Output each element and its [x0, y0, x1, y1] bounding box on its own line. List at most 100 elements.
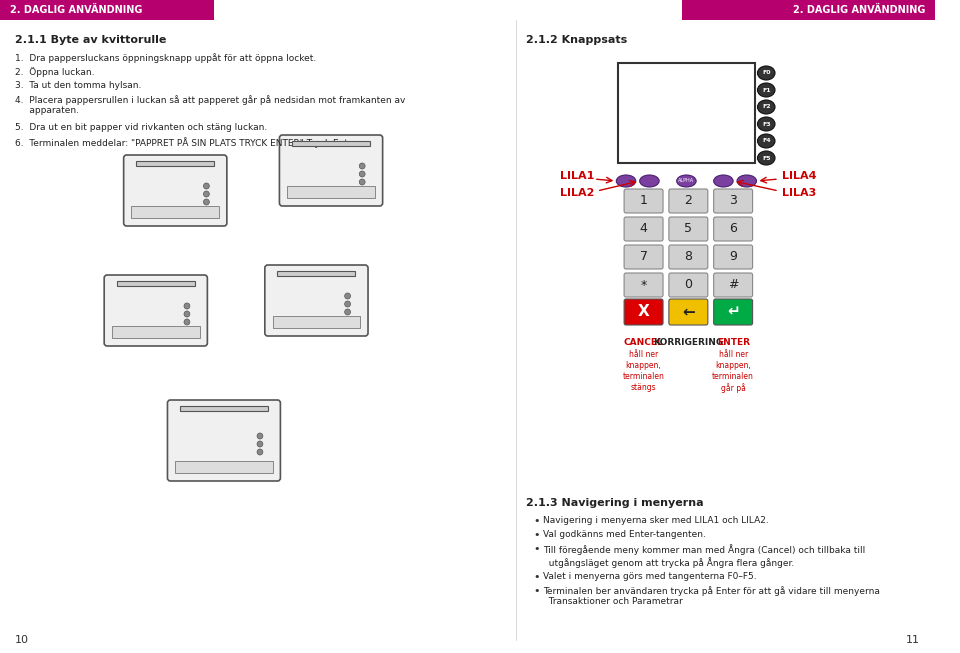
FancyBboxPatch shape	[669, 245, 708, 269]
Text: ↵: ↵	[727, 304, 739, 319]
Text: LILA3: LILA3	[781, 188, 816, 198]
Ellipse shape	[639, 175, 660, 187]
Text: 11: 11	[906, 635, 920, 645]
Text: LILA1: LILA1	[560, 171, 594, 181]
FancyBboxPatch shape	[105, 275, 207, 346]
Text: 5: 5	[684, 223, 692, 236]
Text: håll ner
knappen,
terminalen
stängs: håll ner knappen, terminalen stängs	[623, 350, 664, 392]
Text: F1: F1	[762, 88, 771, 93]
FancyBboxPatch shape	[669, 189, 708, 213]
Text: LILA2: LILA2	[560, 188, 594, 198]
Circle shape	[257, 433, 263, 439]
Ellipse shape	[757, 117, 775, 131]
FancyBboxPatch shape	[669, 299, 708, 325]
Text: F4: F4	[762, 138, 771, 144]
Ellipse shape	[616, 175, 636, 187]
Text: F5: F5	[762, 155, 771, 161]
Text: •: •	[534, 572, 540, 582]
Ellipse shape	[713, 175, 733, 187]
FancyBboxPatch shape	[624, 245, 663, 269]
Circle shape	[359, 163, 365, 169]
Bar	[277, 271, 355, 276]
FancyBboxPatch shape	[713, 217, 753, 241]
Text: Navigering i menyerna sker med LILA1 och LILA2.: Navigering i menyerna sker med LILA1 och…	[543, 516, 769, 525]
FancyBboxPatch shape	[167, 400, 280, 481]
Text: 1.  Dra pappersluckans öppningsknapp uppåt för att öppna locket.: 1. Dra pappersluckans öppningsknapp uppå…	[14, 53, 316, 63]
Ellipse shape	[757, 134, 775, 148]
FancyBboxPatch shape	[669, 273, 708, 297]
FancyBboxPatch shape	[279, 135, 383, 206]
Circle shape	[184, 303, 190, 309]
Bar	[273, 316, 360, 328]
Bar	[112, 326, 200, 338]
Ellipse shape	[677, 175, 696, 187]
Text: 5.  Dra ut en bit papper vid rivkanten och stäng luckan.: 5. Dra ut en bit papper vid rivkanten oc…	[14, 123, 267, 132]
Text: 2: 2	[684, 195, 692, 208]
Text: F0: F0	[762, 71, 771, 76]
FancyBboxPatch shape	[265, 265, 368, 336]
Text: 9: 9	[730, 251, 737, 264]
Ellipse shape	[757, 66, 775, 80]
Text: #: #	[728, 278, 738, 291]
Text: 6: 6	[730, 223, 737, 236]
Circle shape	[345, 293, 350, 299]
FancyBboxPatch shape	[0, 0, 214, 20]
Text: ←: ←	[682, 304, 695, 319]
Circle shape	[345, 301, 350, 307]
Text: 3.  Ta ut den tomma hylsan.: 3. Ta ut den tomma hylsan.	[14, 81, 141, 90]
Bar	[132, 206, 219, 218]
Ellipse shape	[757, 100, 775, 114]
Circle shape	[257, 449, 263, 455]
Circle shape	[184, 319, 190, 325]
Text: •: •	[534, 586, 540, 596]
FancyBboxPatch shape	[713, 245, 753, 269]
Circle shape	[184, 311, 190, 317]
Text: 2. DAGLIG ANVÄNDNING: 2. DAGLIG ANVÄNDNING	[10, 5, 142, 15]
Circle shape	[204, 199, 209, 205]
Text: 2.1.1 Byte av kvittorulle: 2.1.1 Byte av kvittorulle	[14, 35, 166, 45]
Text: X: X	[637, 304, 649, 319]
Text: 2. DAGLIG ANVÄNDNING: 2. DAGLIG ANVÄNDNING	[793, 5, 924, 15]
Circle shape	[204, 191, 209, 197]
Text: LILA4: LILA4	[781, 171, 816, 181]
Ellipse shape	[737, 175, 756, 187]
Text: •: •	[534, 530, 540, 540]
Text: 4.  Placera pappersrullen i luckan så att papperet går på nedsidan mot framkante: 4. Placera pappersrullen i luckan så att…	[14, 95, 405, 116]
Bar	[287, 186, 374, 198]
Text: *: *	[640, 278, 647, 291]
Text: •: •	[534, 544, 540, 554]
Text: Till föregående meny kommer man med Ångra (Cancel) och tillbaka till
  utgångslä: Till föregående meny kommer man med Ångr…	[543, 544, 866, 567]
FancyBboxPatch shape	[624, 217, 663, 241]
FancyBboxPatch shape	[624, 189, 663, 213]
Text: Terminalen ber användaren trycka på Enter för att gå vidare till menyerna
  Tran: Terminalen ber användaren trycka på Ente…	[543, 586, 880, 606]
Text: 8: 8	[684, 251, 692, 264]
Text: 7: 7	[639, 251, 648, 264]
Text: 6.  Terminalen meddelar: "PAPPRET PÅ SIN PLATS TRYCK ENTER" Tryck Enter.: 6. Terminalen meddelar: "PAPPRET PÅ SIN …	[14, 137, 359, 148]
Text: •: •	[534, 516, 540, 526]
Text: 2.1.3 Navigering i menyerna: 2.1.3 Navigering i menyerna	[526, 498, 704, 508]
Bar	[136, 161, 214, 166]
Ellipse shape	[757, 151, 775, 165]
Bar	[176, 461, 273, 473]
FancyBboxPatch shape	[669, 217, 708, 241]
Text: Valet i menyerna görs med tangenterna F0–F5.: Valet i menyerna görs med tangenterna F0…	[543, 572, 756, 581]
FancyBboxPatch shape	[713, 189, 753, 213]
Text: 0: 0	[684, 278, 692, 291]
Text: 4: 4	[639, 223, 647, 236]
Bar	[180, 406, 268, 411]
Text: håll ner
knappen,
terminalen
går på: håll ner knappen, terminalen går på	[712, 350, 754, 394]
FancyBboxPatch shape	[713, 299, 753, 325]
Text: CANCEL: CANCEL	[624, 338, 663, 347]
FancyBboxPatch shape	[682, 0, 935, 20]
Ellipse shape	[757, 83, 775, 97]
Text: 10: 10	[14, 635, 29, 645]
FancyBboxPatch shape	[713, 273, 753, 297]
Text: 2.1.2 Knappsats: 2.1.2 Knappsats	[526, 35, 627, 45]
Text: 1: 1	[639, 195, 647, 208]
Circle shape	[359, 171, 365, 177]
Circle shape	[345, 309, 350, 315]
Circle shape	[204, 183, 209, 189]
Circle shape	[257, 441, 263, 447]
Bar	[618, 63, 755, 163]
Bar	[117, 281, 195, 286]
